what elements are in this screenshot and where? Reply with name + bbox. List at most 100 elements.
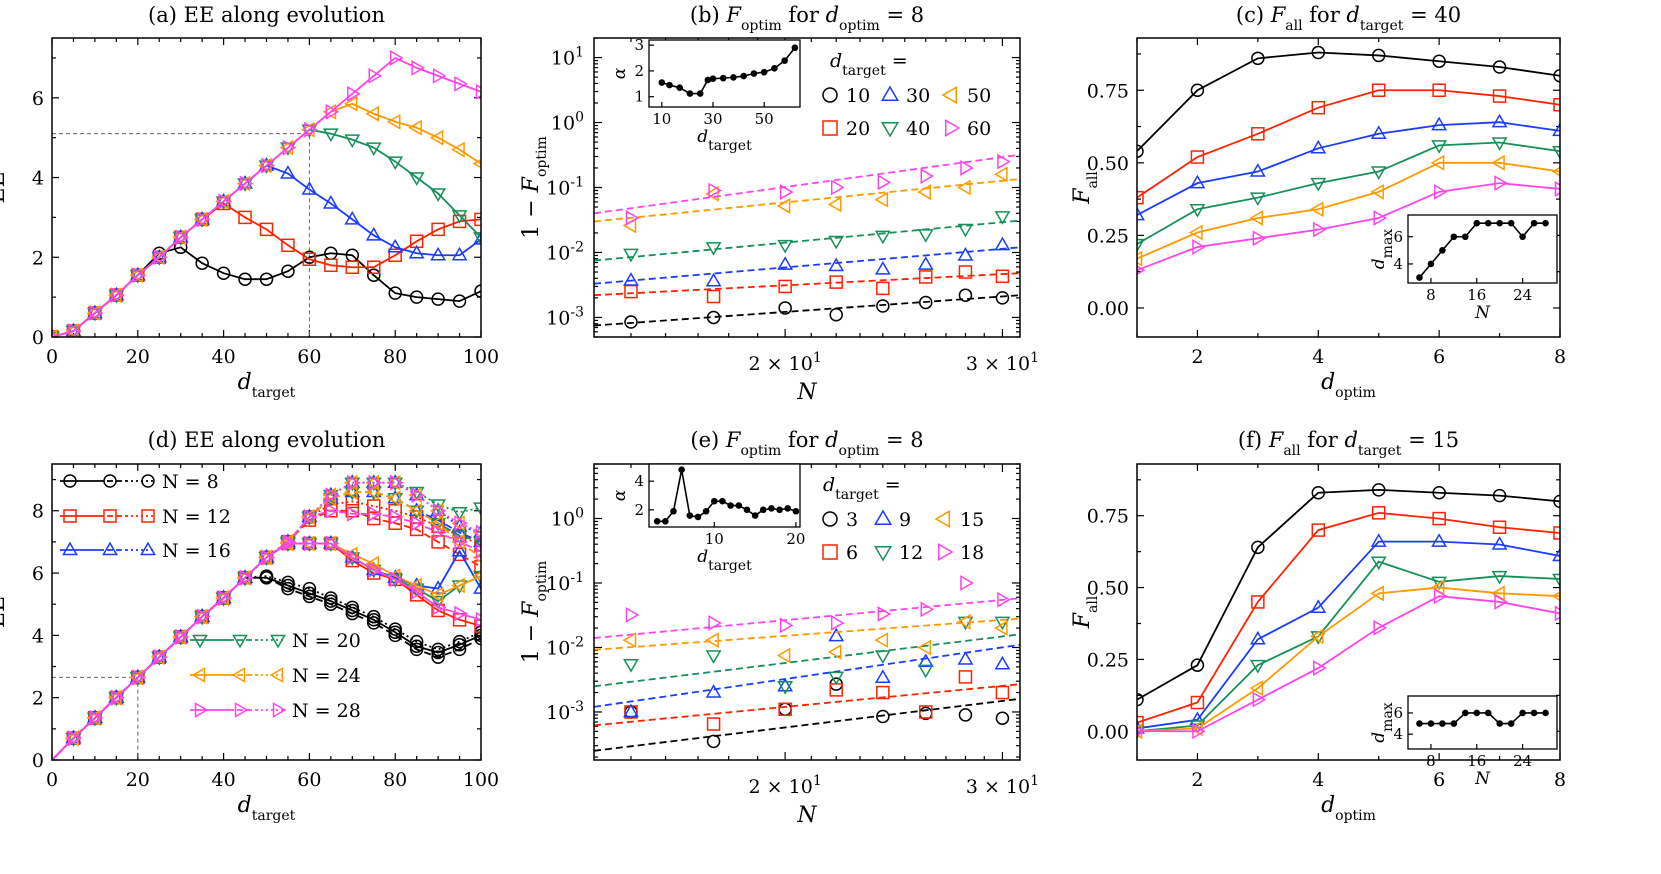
data-point <box>411 583 426 600</box>
inset-point <box>719 74 727 82</box>
data-point <box>387 238 404 253</box>
inset-point <box>710 497 718 505</box>
data-point <box>111 287 125 304</box>
data-point <box>1431 140 1448 154</box>
data-point <box>994 236 1011 251</box>
data-point <box>302 252 317 267</box>
data-point <box>1552 573 1560 588</box>
y-tick-label: 100 <box>551 110 584 135</box>
data-point <box>387 156 404 170</box>
fit-line <box>593 643 1021 708</box>
data-point <box>1311 100 1326 115</box>
data-point <box>365 484 379 500</box>
data-point <box>129 267 144 284</box>
data-point <box>259 569 274 583</box>
data-point <box>1137 206 1145 221</box>
data-point <box>705 185 719 202</box>
inset-point <box>1530 709 1538 717</box>
data-point <box>1491 137 1508 151</box>
data-point <box>1249 659 1266 674</box>
y-tick-label: 2 <box>32 247 44 269</box>
x-tick-label: 0 <box>46 769 58 791</box>
data-point <box>1494 175 1508 192</box>
data-point <box>454 533 468 550</box>
legend-marker <box>822 511 838 527</box>
data-point <box>1190 150 1205 164</box>
data-point <box>368 505 383 522</box>
legend-label: 3 <box>846 509 858 531</box>
data-point <box>386 474 401 491</box>
data-point <box>432 599 447 616</box>
inset-point <box>771 65 778 72</box>
data-point <box>347 505 361 522</box>
data-point <box>322 195 339 209</box>
inset-point <box>709 75 717 82</box>
data-point <box>917 653 934 668</box>
legend-title: dtarget = <box>830 50 908 79</box>
y-tick-label: 0.50 <box>1087 578 1129 600</box>
series-line <box>1137 595 1560 733</box>
inset-y-label: α <box>610 67 630 79</box>
data-point <box>429 515 444 532</box>
inset-point <box>1530 219 1538 227</box>
legend-marker <box>103 474 117 488</box>
data-point <box>388 248 402 263</box>
data-point <box>408 244 425 259</box>
data-point <box>409 634 424 649</box>
inset-x-tick-label: 10 <box>705 530 724 548</box>
y-tick-label: 0.25 <box>1087 649 1129 671</box>
data-point <box>623 248 639 263</box>
data-point <box>215 590 229 606</box>
y-axis-label: EE <box>0 171 10 203</box>
data-point <box>917 664 934 679</box>
data-point <box>451 246 468 261</box>
legend-marker <box>269 667 284 683</box>
inset-point <box>678 466 685 474</box>
x-tick-label: 6 <box>1433 769 1445 791</box>
data-point <box>431 645 445 660</box>
series-line <box>52 164 481 337</box>
data-point <box>706 310 721 325</box>
data-point <box>429 586 444 603</box>
x-axis-label: N <box>796 380 817 405</box>
data-point <box>1189 224 1203 241</box>
data-point <box>430 595 447 610</box>
data-point <box>1249 630 1266 645</box>
data-point <box>472 571 481 582</box>
legend-label: 12 <box>899 542 923 564</box>
x-axis-label: dtarget <box>238 370 296 401</box>
data-point <box>1313 221 1327 238</box>
data-point <box>1491 154 1505 171</box>
y-tick-label: 100 <box>551 506 584 531</box>
data-point <box>1432 485 1446 500</box>
legend-marker <box>822 120 838 136</box>
data-point <box>216 266 231 280</box>
legend-marker <box>103 509 117 523</box>
data-point <box>473 502 481 517</box>
x-tick-label: 80 <box>383 769 407 791</box>
data-point <box>175 229 190 246</box>
data-point <box>258 157 272 174</box>
inset-b: 10 30 50 1 2 3 dtarget α <box>610 36 801 154</box>
data-point <box>1431 576 1448 591</box>
data-point <box>409 290 424 304</box>
data-point <box>132 669 147 686</box>
data-point <box>430 499 447 513</box>
data-point <box>345 600 360 615</box>
data-point <box>1137 250 1143 267</box>
data-point <box>473 536 481 551</box>
y-tick-label: 10-1 <box>546 175 584 200</box>
legend-marker <box>234 702 249 718</box>
data-point <box>917 184 931 200</box>
data-point <box>408 502 422 519</box>
data-point <box>475 611 481 628</box>
legend-marker <box>140 541 156 556</box>
data-point <box>454 515 468 532</box>
data-point <box>1309 628 1324 645</box>
data-point <box>1249 680 1264 697</box>
data-point <box>1373 619 1388 636</box>
y-tick-label: 8 <box>32 501 44 523</box>
inset-x-label: N <box>1474 769 1491 789</box>
